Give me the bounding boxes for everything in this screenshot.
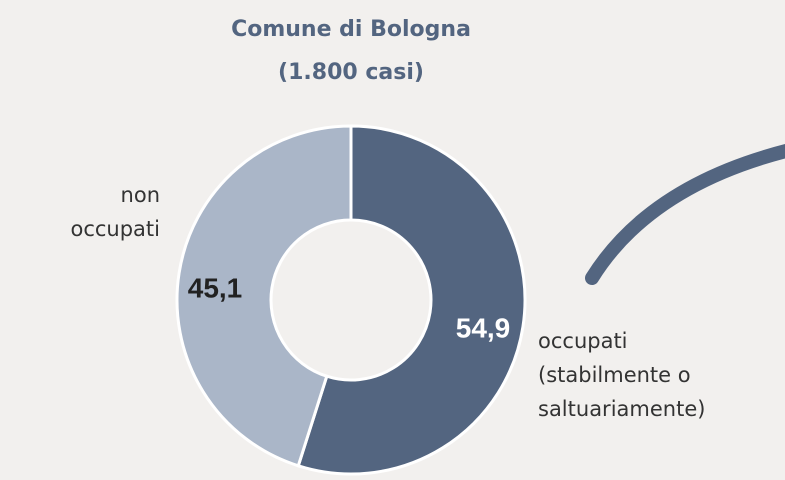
category-label: saltuariamente) — [538, 397, 705, 421]
chart-subtitle: (1.800 casi) — [278, 60, 424, 85]
value-label: 54,9 — [456, 312, 511, 343]
value-label: 45,1 — [188, 272, 243, 303]
category-label: non — [121, 183, 160, 207]
chart-title: Comune di Bologna — [231, 17, 471, 42]
category-label: occupati — [70, 217, 160, 241]
donut-slice — [296, 124, 527, 476]
category-label: (stabilmente o — [538, 363, 691, 387]
decorative-arrow — [585, 144, 785, 285]
category-label: occupati — [538, 329, 628, 353]
donut-slice — [175, 124, 353, 468]
